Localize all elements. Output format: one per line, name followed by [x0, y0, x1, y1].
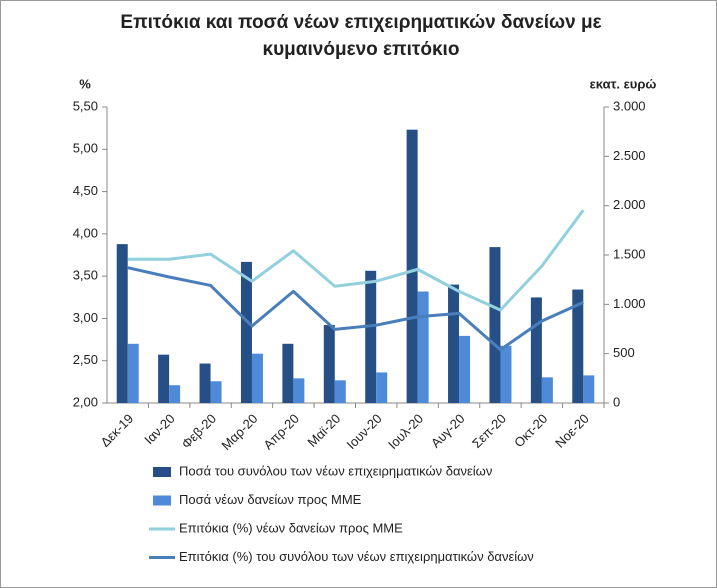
x-tick-label: Ιουλ-20 [385, 411, 426, 452]
bar [116, 244, 128, 403]
bar [583, 375, 595, 403]
x-tick-label: Αυγ-20 [428, 411, 468, 451]
bar [293, 378, 305, 403]
chart-title: Επιτόκια και ποσά νέων επιχειρηματικών δ… [120, 12, 602, 60]
x-tick-label: Φεβ-20 [178, 411, 219, 452]
legend-swatch [153, 495, 171, 506]
bar [210, 381, 222, 403]
y-tick-label: 5,50 [73, 98, 98, 113]
legend-swatch [153, 467, 171, 477]
bar [530, 297, 542, 403]
y2-tick-label: 1.500 [613, 246, 646, 261]
legend-label: Ποσά του συνόλου των νέων επιχειρηματικώ… [179, 463, 492, 478]
bar [251, 353, 263, 403]
y2-tick-label: 500 [613, 345, 635, 360]
legend-label: Επιτόκια (%) του συνόλου των νέων επιχει… [179, 549, 534, 564]
bar [334, 380, 346, 403]
y-tick-label: 3,00 [73, 310, 98, 325]
x-tick-label: Ιουν-20 [344, 411, 385, 452]
bar [406, 129, 418, 403]
bar [376, 372, 388, 403]
legend-label: Επιτόκια (%) νέων δανείων προς ΜΜΕ [179, 520, 403, 535]
y2-tick-label: 3.000 [613, 98, 646, 113]
bar [489, 247, 501, 403]
x-tick-label: Οκτ-20 [511, 411, 550, 450]
x-tick-label: Απρ-20 [260, 411, 302, 453]
bar [158, 354, 170, 403]
bar [365, 270, 377, 403]
x-tick-label: Μαρ-20 [218, 411, 260, 453]
y-tick-label: 2,00 [73, 394, 98, 409]
bar [169, 385, 181, 403]
bar [127, 343, 139, 403]
y2-tick-label: 0 [613, 394, 620, 409]
y-tick-label: 2,50 [73, 352, 98, 367]
x-tick-label: Νοε-20 [552, 411, 592, 451]
x-tick-label: Ιαν-20 [141, 411, 177, 447]
y-tick-label: 4,00 [73, 225, 98, 240]
bar [199, 363, 211, 403]
y2-tick-label: 2.000 [613, 197, 646, 212]
y-tick-label: 4,50 [73, 183, 98, 198]
y2-tick-label: 1.000 [613, 296, 646, 311]
x-tick-label: Μαϊ-20 [304, 411, 343, 450]
x-tick-label: Σεπ-20 [469, 411, 509, 451]
bar [572, 289, 584, 403]
y2-axis-label: εκατ. ευρώ [590, 76, 657, 91]
line [127, 266, 584, 352]
y-tick-label: 5,00 [73, 141, 98, 156]
y2-tick-label: 2.500 [613, 148, 646, 163]
bar [323, 325, 335, 403]
line [127, 209, 585, 312]
bar [417, 291, 429, 403]
bar [459, 335, 471, 403]
bar [282, 343, 294, 403]
bar [500, 345, 512, 403]
legend-label: Ποσά νέων δανείων προς ΜΜΕ [179, 492, 362, 507]
y-axis-label: % [79, 76, 91, 91]
x-tick-label: Δεκ-19 [98, 411, 137, 450]
bar [541, 377, 553, 403]
bar [448, 284, 460, 403]
y-tick-label: 3,50 [73, 268, 98, 283]
bar [240, 261, 252, 403]
